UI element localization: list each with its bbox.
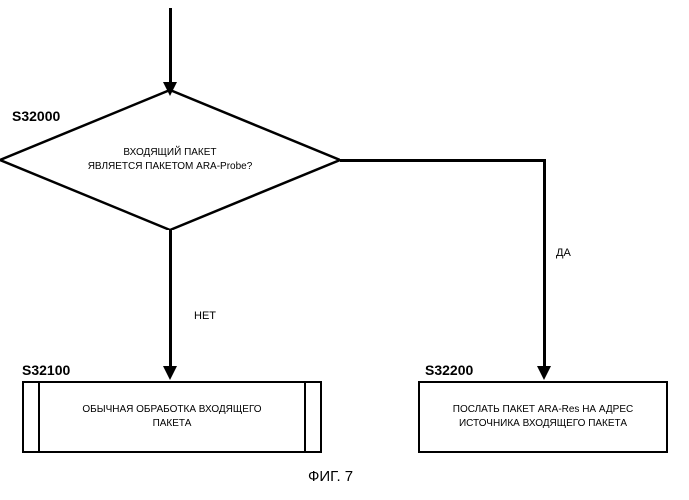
yes-arrowhead <box>537 366 551 380</box>
process-b-line2: ИСТОЧНИКА ВХОДЯЩЕГО ПАКЕТА <box>459 418 627 429</box>
process-a-box: ОБЫЧНАЯ ОБРАБОТКА ВХОДЯЩЕГО ПАКЕТА <box>22 381 322 453</box>
process-b-step-label: S32200 <box>425 362 473 378</box>
process-a-step-label: S32100 <box>22 362 70 378</box>
decision-line1: ВХОДЯЩИЙ ПАКЕТ <box>123 147 216 158</box>
process-a-text: ОБЫЧНАЯ ОБРАБОТКА ВХОДЯЩЕГО ПАКЕТА <box>82 403 261 431</box>
decision-node: ВХОДЯЩИЙ ПАКЕТ ЯВЛЯЕТСЯ ПАКЕТОМ ARA-Prob… <box>0 90 340 230</box>
yes-vertical-line <box>543 159 546 370</box>
no-vertical-line <box>169 230 172 370</box>
decision-line2: ЯВЛЯЕТСЯ ПАКЕТОМ ARA-Probe? <box>88 161 253 172</box>
entry-line <box>169 8 172 88</box>
no-arrowhead <box>163 366 177 380</box>
process-a-line1: ОБЫЧНАЯ ОБРАБОТКА ВХОДЯЩЕГО <box>82 404 261 415</box>
yes-horizontal-line <box>340 159 546 162</box>
no-edge-label: НЕТ <box>194 310 216 322</box>
yes-edge-label: ДА <box>556 247 571 259</box>
figure-caption: ФИГ. 7 <box>308 468 353 485</box>
process-a-line2: ПАКЕТА <box>153 418 192 429</box>
decision-text: ВХОДЯЩИЙ ПАКЕТ ЯВЛЯЕТСЯ ПАКЕТОМ ARA-Prob… <box>88 146 253 174</box>
process-a-inner: ОБЫЧНАЯ ОБРАБОТКА ВХОДЯЩЕГО ПАКЕТА <box>38 383 306 451</box>
process-b-line1: ПОСЛАТЬ ПАКЕТ ARA-Res НА АДРЕС <box>453 404 633 415</box>
process-b-text: ПОСЛАТЬ ПАКЕТ ARA-Res НА АДРЕС ИСТОЧНИКА… <box>453 403 633 431</box>
process-b-box: ПОСЛАТЬ ПАКЕТ ARA-Res НА АДРЕС ИСТОЧНИКА… <box>418 381 668 453</box>
